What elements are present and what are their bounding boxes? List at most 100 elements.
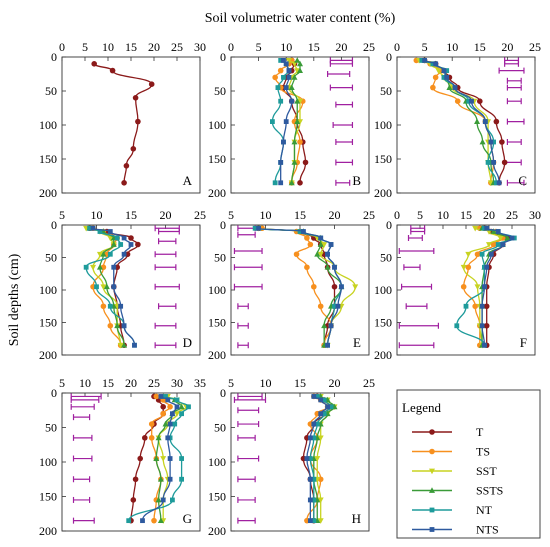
data-point (121, 323, 127, 329)
series-ts (148, 393, 173, 524)
error-bar (154, 251, 177, 258)
data-point (493, 180, 499, 186)
data-point (311, 283, 317, 290)
error-bar (329, 60, 354, 67)
error-bar (335, 139, 354, 145)
data-point (493, 118, 500, 125)
data-point (117, 342, 124, 349)
data-point (107, 229, 113, 234)
x-tick-label: 10 (91, 208, 103, 222)
data-point (283, 119, 289, 124)
error-bar (405, 303, 428, 310)
data-point (460, 264, 467, 271)
error-bar (506, 118, 525, 125)
x-tick-label: 10 (437, 208, 449, 222)
x-tick-label: 10 (280, 40, 292, 54)
data-point (153, 393, 160, 400)
panel-label: D (183, 335, 192, 350)
series-line (423, 59, 500, 183)
data-point (148, 421, 155, 427)
y-tick-label: 50 (380, 251, 392, 265)
x-tick-label: 5 (228, 376, 234, 390)
data-point (465, 264, 472, 271)
series-t (91, 61, 155, 186)
data-point (100, 251, 107, 257)
error-bar (335, 179, 351, 186)
data-point (454, 323, 460, 329)
y-tick-label: 0 (220, 50, 226, 64)
x-tick-label: 15 (308, 40, 320, 54)
error-bar (237, 231, 256, 238)
data-point (100, 284, 107, 290)
panel-frame (396, 224, 536, 356)
y-title: Soil depths (cm) (7, 253, 22, 346)
data-point (311, 435, 317, 441)
data-point (490, 228, 497, 234)
error-bar (154, 342, 177, 349)
x-tick-label: 25 (171, 40, 183, 54)
series-line (313, 396, 336, 521)
data-point (328, 323, 334, 329)
y-tick-label: 100 (374, 283, 392, 297)
error-bar (398, 248, 435, 254)
y-tick-label: 100 (39, 455, 57, 469)
data-point (441, 75, 447, 80)
y-tick-label: 200 (208, 348, 226, 362)
data-point (286, 68, 292, 73)
panel-label: H (352, 511, 361, 526)
data-point (121, 180, 127, 186)
series-line (257, 227, 343, 346)
data-point (501, 159, 508, 166)
data-point (297, 119, 303, 125)
error-bar (398, 342, 435, 349)
legend-item-sst: SST (412, 464, 497, 478)
data-point (452, 85, 458, 90)
x-tick-label: 30 (194, 40, 206, 54)
error-bar (233, 283, 263, 290)
data-point (160, 456, 167, 462)
data-point (446, 84, 453, 90)
x-tick-label: 25 (529, 40, 541, 54)
panel-G: 5 10 15 20 25 30 35 0 50 100 150 200 G (39, 376, 206, 538)
data-point (325, 251, 330, 257)
legend-label: SST (476, 464, 497, 478)
data-point (123, 163, 130, 169)
data-point (491, 160, 496, 165)
data-point (352, 284, 359, 290)
data-point (179, 411, 184, 417)
data-point (289, 98, 295, 104)
series-line (418, 59, 492, 183)
data-point (121, 235, 127, 241)
data-point (321, 322, 328, 329)
data-point (109, 67, 116, 74)
data-point (335, 303, 341, 309)
y-tick-label: 150 (208, 490, 226, 504)
data-point (151, 517, 157, 524)
panel-H: 5 10 15 20 25 0 50 100 150 200 H (208, 376, 375, 538)
data-point (96, 251, 103, 258)
data-point (160, 404, 166, 410)
data-point (490, 241, 497, 248)
error-bar (158, 238, 177, 245)
x-tick-label: 15 (474, 40, 486, 54)
data-point (307, 435, 313, 441)
y-tick-label: 100 (208, 118, 226, 132)
data-point (278, 180, 284, 186)
error-bar (233, 264, 263, 271)
data-point (294, 118, 301, 124)
x-tick-label: 10 (260, 208, 272, 222)
data-point (311, 497, 317, 503)
data-point (288, 84, 295, 90)
data-point (297, 98, 303, 105)
error-bar (237, 303, 249, 310)
data-point (100, 303, 107, 310)
y-tick-label: 50 (214, 421, 226, 435)
data-point (158, 394, 164, 399)
data-point (297, 180, 303, 186)
series-line (155, 395, 183, 521)
data-point (479, 138, 486, 145)
data-point (118, 242, 124, 247)
series-line (306, 396, 329, 521)
panel-label: A (183, 173, 193, 188)
